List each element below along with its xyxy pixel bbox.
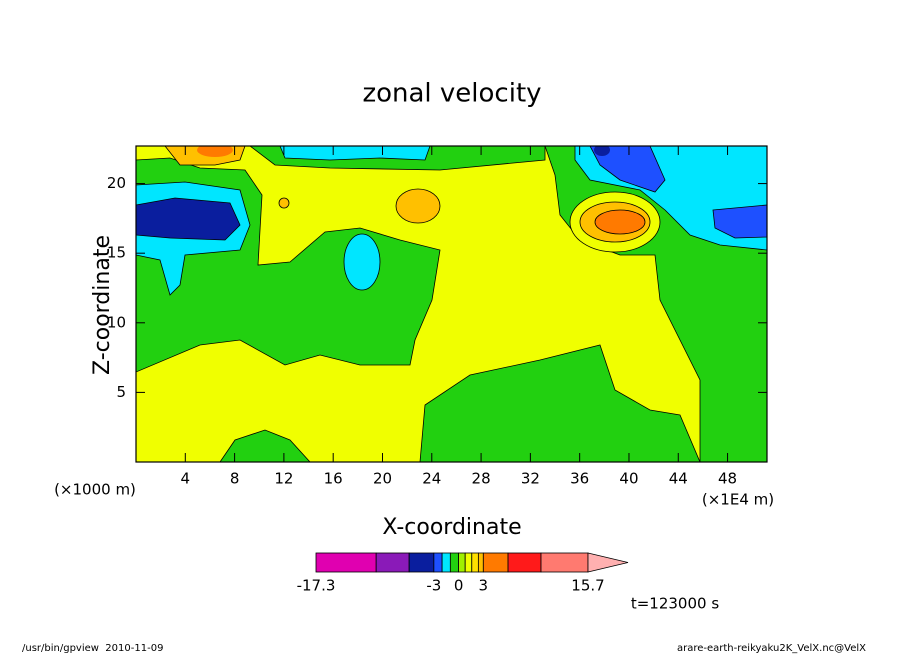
x-tick-label: 32 [521, 470, 540, 488]
colorbar-segment [464, 552, 473, 573]
region [395, 188, 441, 224]
region [343, 233, 381, 291]
y-axis-label: Z-coordinate [90, 235, 115, 375]
y-unit-label: (×1000 m) [54, 481, 136, 499]
colorbar-segment [458, 552, 466, 573]
colorbar-tick-label: 0 [454, 577, 464, 595]
region [279, 146, 431, 161]
colorbar-segment [315, 552, 377, 573]
region [594, 209, 646, 235]
colorbar-segment [482, 552, 509, 573]
region [219, 429, 311, 462]
colorbar-tick-label: 3 [479, 577, 489, 595]
plot-frame [135, 145, 768, 463]
colorbar-segment [449, 552, 459, 573]
x-tick-label: 20 [373, 470, 392, 488]
x-tick-label: 48 [718, 470, 737, 488]
x-tick-label: 4 [181, 470, 191, 488]
region [712, 204, 767, 239]
colorbar-tick-label: -17.3 [297, 577, 336, 595]
x-tick-label: 44 [669, 470, 688, 488]
x-tick-label: 24 [422, 470, 441, 488]
footer-right: arare-earth-reikyaku2K_VelX.nc@VelX [677, 643, 866, 654]
colorbar-segment [408, 552, 435, 573]
y-tick-label: 15 [107, 244, 126, 262]
x-tick-label: 16 [324, 470, 343, 488]
x-tick-label: 36 [570, 470, 589, 488]
region [589, 146, 666, 193]
colorbar-tick-label: -3 [426, 577, 441, 595]
colorbar-segment [471, 552, 479, 573]
chart-title: zonal velocity [362, 79, 541, 109]
region [419, 344, 701, 462]
colorbar-segment [507, 552, 542, 573]
colorbar-segment [477, 552, 484, 573]
y-tick-label: 5 [116, 383, 126, 401]
colorbar-segment [441, 552, 451, 573]
x-axis-label: X-coordinate [382, 515, 521, 540]
contour-field [136, 146, 767, 462]
y-tick-label: 10 [107, 313, 126, 331]
x-tick-label: 40 [619, 470, 638, 488]
y-tick-label: 20 [107, 174, 126, 192]
footer-left: /usr/bin/gpview 2010-11-09 [22, 643, 163, 654]
x-tick-label: 28 [472, 470, 491, 488]
x-tick-label: 12 [274, 470, 293, 488]
region [594, 146, 610, 156]
colorbar-segment [375, 552, 410, 573]
region [197, 146, 233, 157]
x-tick-label: 8 [230, 470, 240, 488]
colorbar-segment [433, 552, 443, 573]
region [136, 197, 241, 241]
colorbar-extension [587, 552, 629, 573]
region [278, 197, 290, 209]
x-unit-label: (×1E4 m) [702, 491, 774, 509]
colorbar-segment [540, 552, 589, 573]
colorbar-tick-label: 15.7 [571, 577, 604, 595]
time-label: t=123000 s [631, 595, 719, 613]
